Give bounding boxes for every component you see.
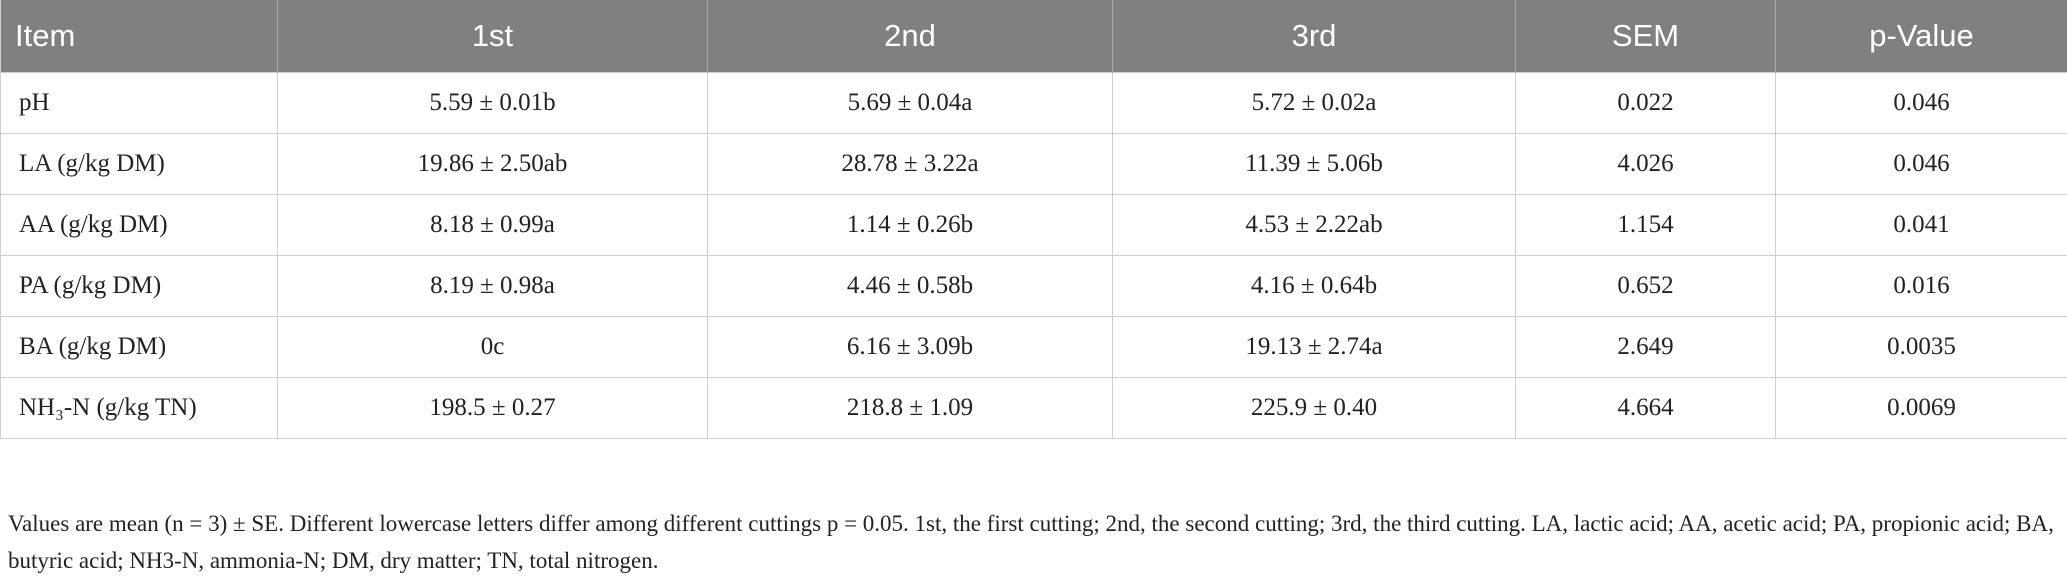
table-cell: 28.78 ± 3.22a <box>707 133 1113 195</box>
header-cell: p-Value <box>1775 0 2067 73</box>
table-cell: 19.13 ± 2.74a <box>1112 316 1516 378</box>
table-row: NH₃-N (g/kg TN) 198.5 ± 0.27 218.8 ± 1.09 2… <box>0 377 2067 439</box>
table-cell: 0.022 <box>1515 72 1776 134</box>
table-row: pH 5.59 ± 0.01b 5.69 ± 0.04a 5.72 ± 0.02a 0.… <box>0 72 2067 134</box>
table-cell: 0.016 <box>1775 255 2067 317</box>
table-cell: 4.664 <box>1515 377 1776 439</box>
table-cell: 4.46 ± 0.58b <box>707 255 1113 317</box>
table-cell: 198.5 ± 0.27 <box>277 377 708 439</box>
data-table: Item 1st 2nd 3rd SEM p-Value pH 5.59 ± 0.01b 5.… <box>0 0 2067 439</box>
table-cell: 0.046 <box>1775 72 2067 134</box>
table-cell: 0.046 <box>1775 133 2067 195</box>
table-cell: 4.53 ± 2.22ab <box>1112 194 1516 256</box>
table-row: AA (g/kg DM) 8.18 ± 0.99a 1.14 ± 0.26b 4.53… <box>0 194 2067 256</box>
table-cell: 4.026 <box>1515 133 1776 195</box>
table-cell: 0.652 <box>1515 255 1776 317</box>
row-label: pH <box>0 72 278 134</box>
footnote: Values are mean (n = 3) ± SE. Different … <box>8 511 2054 573</box>
row-label: LA (g/kg DM) <box>0 133 278 195</box>
header-cell: 1st <box>277 0 708 73</box>
table-cell: 5.59 ± 0.01b <box>277 72 708 134</box>
header-cell: SEM <box>1515 0 1776 73</box>
row-label: AA (g/kg DM) <box>0 194 278 256</box>
table-cell: 8.18 ± 0.99a <box>277 194 708 256</box>
table-row: PA (g/kg DM) 8.19 ± 0.98a 4.46 ± 0.58b 4.16… <box>0 255 2067 317</box>
table-cell: 0.0035 <box>1775 316 2067 378</box>
table-cell: 6.16 ± 3.09b <box>707 316 1113 378</box>
table-cell: 5.69 ± 0.04a <box>707 72 1113 134</box>
header-row: Item 1st 2nd 3rd SEM p-Value <box>0 0 2067 73</box>
row-label: BA (g/kg DM) <box>0 316 278 378</box>
table-cell: 0.041 <box>1775 194 2067 256</box>
table-cell: 1.14 ± 0.26b <box>707 194 1113 256</box>
table-cell: 11.39 ± 5.06b <box>1112 133 1516 195</box>
table-cell: 0c <box>277 316 708 378</box>
table-cell: 8.19 ± 0.98a <box>277 255 708 317</box>
table-cell: 5.72 ± 0.02a <box>1112 72 1516 134</box>
table-cell: 2.649 <box>1515 316 1776 378</box>
table-cell: 1.154 <box>1515 194 1776 256</box>
table-body: pH 5.59 ± 0.01b 5.69 ± 0.04a 5.72 ± 0.02a 0.… <box>0 72 2067 439</box>
row-label: PA (g/kg DM) <box>0 255 278 317</box>
header-cell: 2nd <box>707 0 1113 73</box>
table-cell: 218.8 ± 1.09 <box>707 377 1113 439</box>
header-cell: 3rd <box>1112 0 1516 73</box>
row-label: NH₃-N (g/kg TN) <box>0 377 278 439</box>
table-cell: 0.0069 <box>1775 377 2067 439</box>
table-cell: 19.86 ± 2.50ab <box>277 133 708 195</box>
header-cell: Item <box>0 0 278 73</box>
table-row: BA (g/kg DM) 0c 6.16 ± 3.09b 19.13 ± 2.74a 2… <box>0 316 2067 378</box>
table-cell: 4.16 ± 0.64b <box>1112 255 1516 317</box>
table-row: LA (g/kg DM) 19.86 ± 2.50ab 28.78 ± 3.22a 1… <box>0 133 2067 195</box>
table-cell: 225.9 ± 0.40 <box>1112 377 1516 439</box>
